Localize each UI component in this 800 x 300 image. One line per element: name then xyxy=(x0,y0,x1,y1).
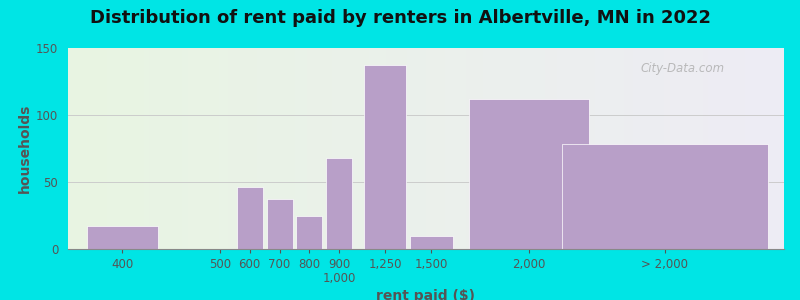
Bar xyxy=(266,200,293,249)
Text: Distribution of rent paid by renters in Albertville, MN in 2022: Distribution of rent paid by renters in … xyxy=(90,9,710,27)
Bar xyxy=(410,236,453,249)
X-axis label: rent paid ($): rent paid ($) xyxy=(377,289,475,300)
Bar xyxy=(237,188,262,249)
Y-axis label: households: households xyxy=(18,104,32,193)
Bar xyxy=(326,158,352,249)
Bar xyxy=(296,215,322,249)
Bar xyxy=(470,99,589,249)
Bar xyxy=(562,145,768,249)
Text: City-Data.com: City-Data.com xyxy=(641,62,725,75)
Bar xyxy=(364,65,406,249)
Bar xyxy=(87,226,158,249)
